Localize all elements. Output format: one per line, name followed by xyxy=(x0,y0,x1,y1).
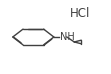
Text: NH: NH xyxy=(60,32,75,42)
Text: HCl: HCl xyxy=(70,7,90,20)
